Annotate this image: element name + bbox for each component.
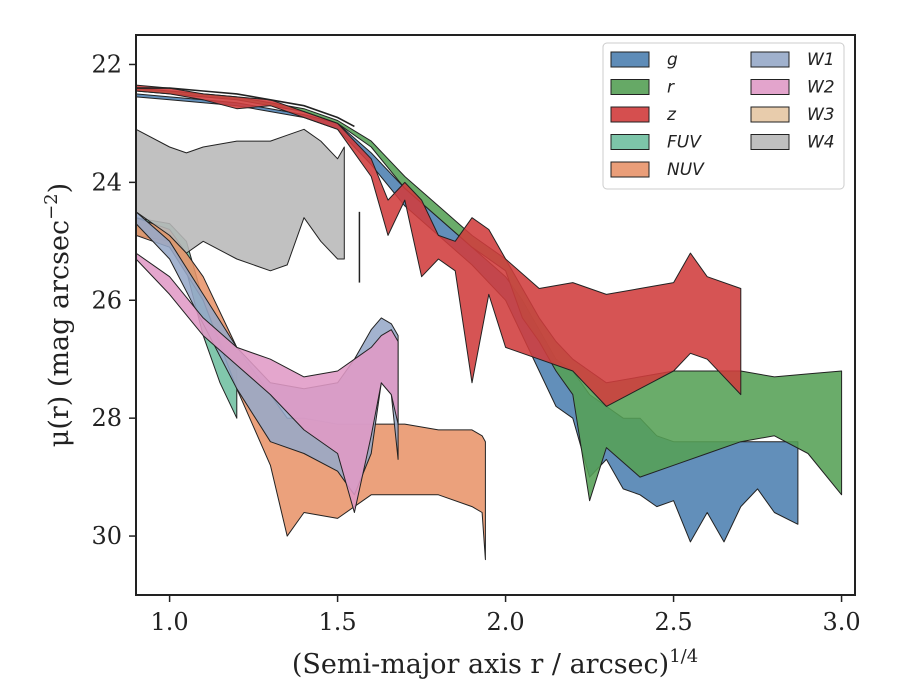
x-tick-label: 3.0 bbox=[822, 608, 860, 636]
legend-item-fuv: FUV bbox=[610, 133, 702, 153]
legend-label: W1 bbox=[807, 50, 835, 70]
x-tick-label: 1.0 bbox=[151, 608, 189, 636]
legend-label: W3 bbox=[807, 105, 835, 125]
legend-item-w1: W1 bbox=[750, 50, 835, 70]
x-axis: 1.0 1.5 2.0 2.5 3.0 bbox=[151, 595, 861, 636]
legend-label: z bbox=[666, 105, 677, 125]
legend-swatch bbox=[750, 134, 790, 150]
legend-swatch bbox=[610, 134, 650, 150]
x-tick-label: 2.0 bbox=[486, 608, 524, 636]
legend-label: W4 bbox=[807, 133, 835, 153]
legend-item-w3: W3 bbox=[750, 105, 835, 125]
y-tick-label: 22 bbox=[91, 50, 122, 78]
legend-swatch bbox=[610, 79, 650, 95]
legend-item-w4: W4 bbox=[750, 133, 835, 153]
profile-line-0 bbox=[136, 87, 355, 128]
band-w2 bbox=[136, 252, 399, 513]
legend-swatch bbox=[750, 51, 790, 68]
legend-item-z: z bbox=[610, 105, 677, 125]
legend-swatch bbox=[750, 79, 790, 95]
x-axis-label: (Semi-major axis r / arcsec)1/4 bbox=[292, 646, 698, 680]
y-tick-label: 26 bbox=[91, 286, 122, 314]
y-axis: 22 24 26 28 30 bbox=[91, 50, 136, 550]
legend-swatch bbox=[610, 106, 650, 123]
legend-swatch bbox=[610, 161, 650, 178]
legend-label: FUV bbox=[667, 133, 702, 153]
legend-item-g: g bbox=[610, 50, 678, 70]
legend-label: W2 bbox=[807, 78, 835, 98]
legend-label: g bbox=[667, 50, 678, 70]
x-tick-label: 2.5 bbox=[654, 608, 692, 636]
y-tick-label: 28 bbox=[91, 404, 122, 432]
legend-label: r bbox=[667, 78, 675, 98]
y-tick-label: 24 bbox=[91, 168, 122, 196]
plot-area bbox=[136, 84, 843, 561]
legend-item-r: r bbox=[610, 78, 675, 98]
legend-item-w2: W2 bbox=[750, 78, 835, 98]
plot-frame bbox=[135, 34, 856, 596]
y-tick-label: 30 bbox=[91, 522, 122, 550]
legend-swatch bbox=[750, 106, 790, 123]
legend: grz FUV NUV W1 W2 W3 W4 bbox=[602, 42, 845, 190]
x-tick-label: 1.5 bbox=[319, 608, 357, 636]
legend-swatch bbox=[610, 51, 650, 68]
legend-label: NUV bbox=[667, 160, 705, 180]
y-axis-label: μ(r) (mag arcsec−2) bbox=[41, 183, 75, 447]
band-z bbox=[136, 84, 742, 407]
legend-item-nuv: NUV bbox=[610, 160, 705, 180]
band-r bbox=[136, 87, 843, 502]
band-w4 bbox=[136, 128, 345, 272]
